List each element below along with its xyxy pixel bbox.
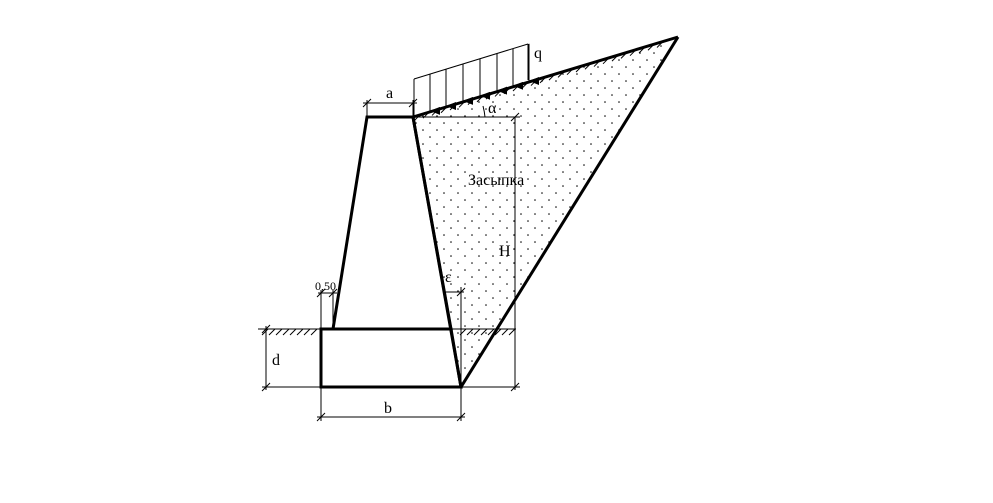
back-face-angle-label: ε — [445, 269, 452, 286]
backfill-area — [413, 37, 678, 387]
dimension-d — [261, 324, 520, 392]
backfill-label: Засыпка — [468, 172, 524, 189]
slope-angle-label: α — [488, 100, 497, 117]
base-width-label: b — [384, 400, 392, 417]
dimension-b — [316, 387, 466, 422]
dimension-a — [362, 98, 418, 117]
wall-footing — [319, 327, 463, 389]
top-width-label: a — [386, 85, 393, 102]
alpha-arc — [482, 105, 486, 118]
dimension-offset — [316, 288, 338, 329]
ground-hatching — [261, 328, 516, 336]
dimension-epsilon — [443, 287, 466, 387]
load-label: q — [534, 45, 542, 62]
back-face — [411, 116, 463, 388]
depth-label: d — [272, 352, 280, 369]
height-label: H — [499, 243, 511, 260]
surcharge-load — [413, 43, 539, 117]
offset-label: 0,50 — [315, 279, 336, 293]
